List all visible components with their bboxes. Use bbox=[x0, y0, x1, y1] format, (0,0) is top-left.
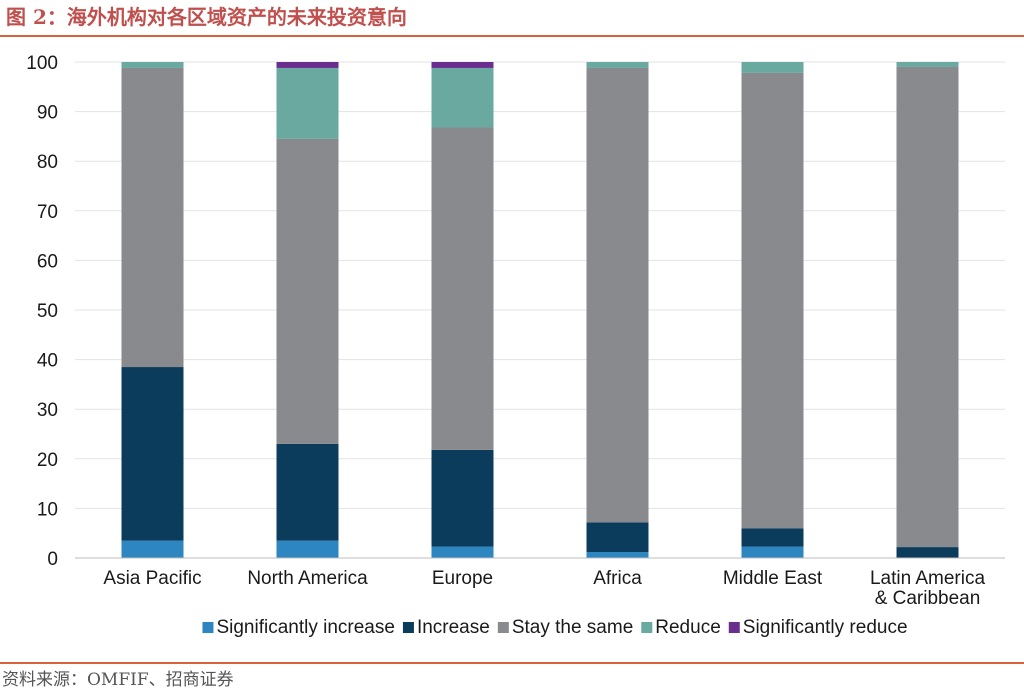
title-rule bbox=[0, 35, 1024, 37]
bar-segment bbox=[431, 127, 494, 450]
legend-label: Stay the same bbox=[512, 617, 633, 638]
x-category-label: Asia Pacific bbox=[103, 568, 201, 589]
bar-segment bbox=[896, 547, 959, 558]
bar-segment bbox=[121, 62, 184, 68]
x-category-label: North America bbox=[247, 568, 368, 589]
bar-segment bbox=[276, 67, 339, 139]
bar-segment bbox=[896, 62, 959, 67]
legend-label: Significantly reduce bbox=[743, 617, 908, 638]
y-tick-label: 30 bbox=[37, 400, 58, 421]
y-tick-label: 20 bbox=[37, 450, 58, 471]
bar-segment bbox=[741, 72, 804, 529]
legend-item: Significantly reduce bbox=[728, 617, 908, 638]
y-tick-label: 50 bbox=[37, 301, 58, 322]
legend-item: Reduce bbox=[641, 617, 721, 638]
bar-segment bbox=[741, 528, 804, 547]
legend-swatch bbox=[641, 622, 653, 633]
y-tick-label: 100 bbox=[26, 53, 58, 74]
y-tick-label: 10 bbox=[37, 499, 58, 520]
x-category-label: Africa bbox=[593, 568, 642, 589]
bar-segment bbox=[276, 540, 339, 558]
x-category-label: Latin America bbox=[870, 568, 986, 589]
legend-item: Increase bbox=[402, 617, 490, 638]
bar-segment bbox=[276, 138, 339, 444]
y-tick-label: 70 bbox=[37, 202, 58, 223]
x-category-label: Europe bbox=[432, 568, 493, 589]
y-tick-label: 40 bbox=[37, 351, 58, 372]
bar-segment bbox=[586, 522, 649, 553]
legend: Significantly increase Increase Stay the s… bbox=[202, 617, 908, 638]
bar-segment bbox=[741, 62, 804, 73]
legend-item: Stay the same bbox=[497, 617, 633, 638]
bar-segment bbox=[121, 540, 184, 558]
source-note: 资料来源：OMFIF、招商证券 bbox=[2, 670, 234, 690]
stacked-bar-chart: 0 10 20 30 40 50 60 70 80 90 100 Asia Pacific North… bbox=[26, 53, 1005, 638]
legend-label: Reduce bbox=[655, 617, 721, 638]
bar-segment bbox=[431, 67, 494, 128]
legend-swatch bbox=[202, 622, 214, 633]
y-axis-ticks: 0 10 20 30 40 50 60 70 80 90 100 bbox=[26, 53, 58, 570]
gridlines bbox=[75, 61, 1005, 509]
x-category-label: Middle East bbox=[723, 568, 823, 589]
y-tick-label: 80 bbox=[37, 152, 58, 173]
figure-title: 图 2：海外机构对各区域资产的未来投资意向 bbox=[6, 5, 407, 29]
legend-swatch bbox=[402, 622, 414, 633]
legend-label: Significantly increase bbox=[216, 617, 394, 638]
legend-item: Significantly increase bbox=[202, 617, 395, 638]
bar-segment bbox=[276, 443, 339, 541]
bar-segment bbox=[431, 546, 494, 558]
source-rule bbox=[0, 662, 1024, 664]
bar-segment bbox=[586, 552, 649, 558]
bar-segment bbox=[586, 67, 649, 523]
legend-label: Increase bbox=[417, 617, 490, 638]
y-tick-label: 0 bbox=[47, 549, 58, 570]
y-tick-label: 90 bbox=[37, 103, 58, 124]
bar-segment bbox=[431, 449, 494, 547]
bar-segment bbox=[121, 67, 184, 368]
bar-segment bbox=[741, 546, 804, 558]
bar-segment bbox=[431, 62, 494, 68]
bar-segment bbox=[276, 62, 339, 68]
bar-segment bbox=[121, 367, 184, 541]
bar-segment bbox=[896, 66, 959, 548]
legend-swatch bbox=[728, 622, 740, 633]
y-tick-label: 60 bbox=[37, 251, 58, 272]
x-category-label: & Caribbean bbox=[875, 588, 981, 609]
legend-swatch bbox=[497, 622, 509, 633]
bar-segment bbox=[586, 62, 649, 68]
bars bbox=[121, 62, 959, 558]
x-axis-categories: Asia Pacific North America Europe Africa Mid… bbox=[103, 568, 985, 609]
